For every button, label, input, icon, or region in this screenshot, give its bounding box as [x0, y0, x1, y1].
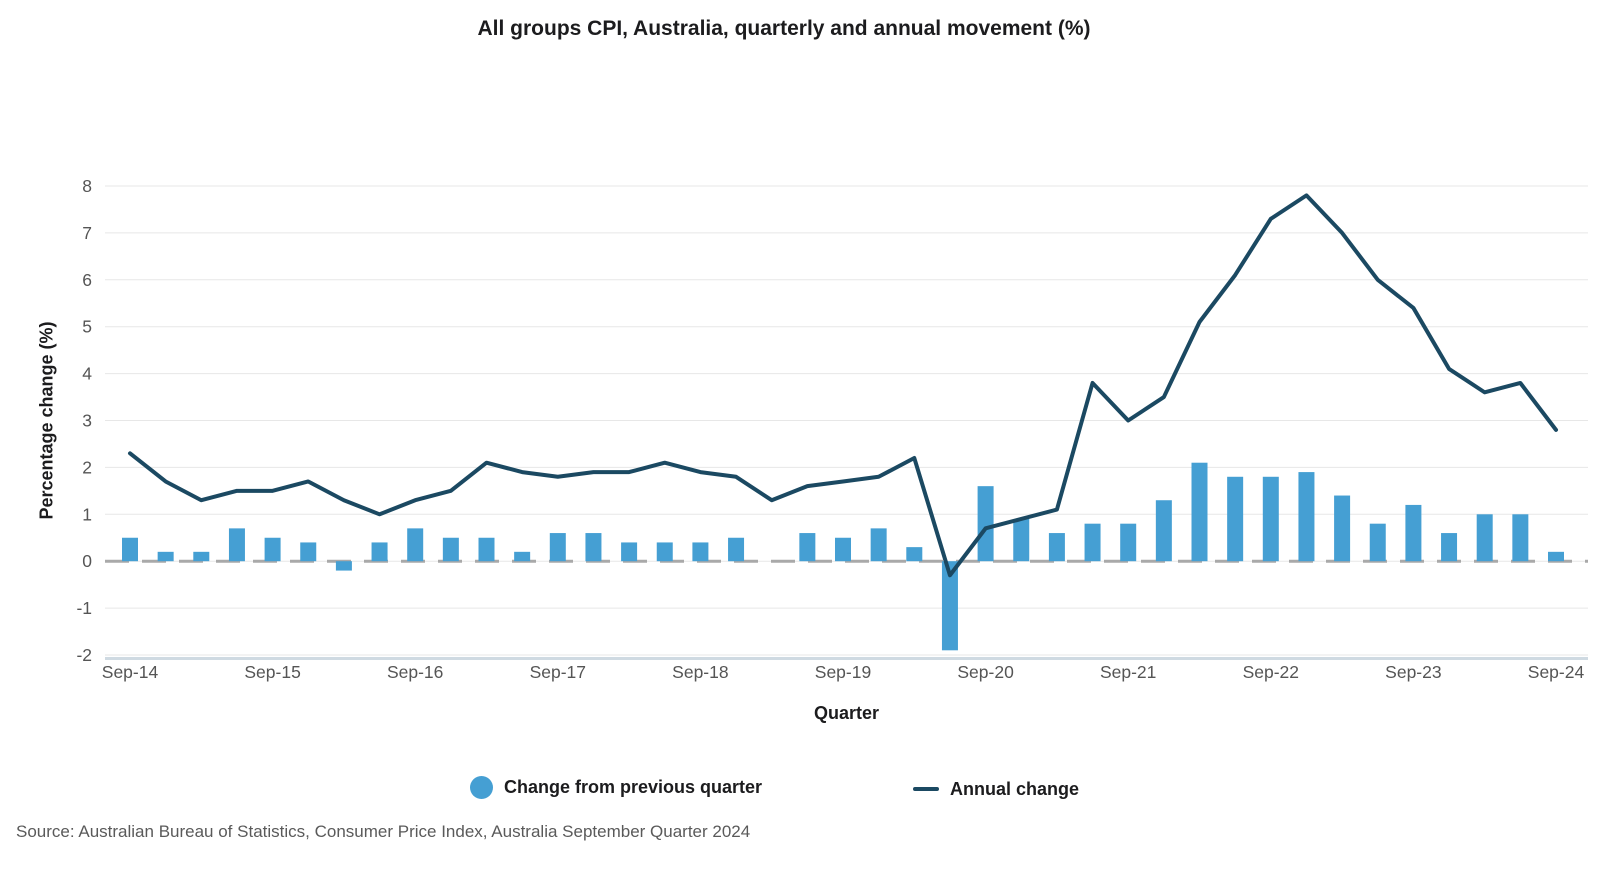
svg-text:0: 0	[82, 551, 92, 571]
quarterly-change-bars	[122, 462, 1564, 651]
svg-text:-2: -2	[76, 645, 92, 665]
gridlines	[105, 185, 1588, 660]
svg-text:8: 8	[82, 176, 92, 196]
svg-text:Sep-24: Sep-24	[1528, 662, 1585, 682]
legend-label-quarterly-change: Change from previous quarter	[504, 776, 763, 797]
source-attribution: Source: Australian Bureau of Statistics,…	[16, 822, 751, 841]
svg-text:Sep-22: Sep-22	[1243, 662, 1299, 682]
svg-text:Sep-20: Sep-20	[957, 662, 1014, 682]
svg-text:Sep-21: Sep-21	[1100, 662, 1156, 682]
svg-text:2: 2	[82, 457, 92, 477]
legend-item-quarterly-change[interactable]: Change from previous quarter	[470, 775, 762, 799]
legend-item-annual-change[interactable]: Annual change	[913, 777, 1079, 801]
svg-text:6: 6	[82, 270, 92, 290]
annual-change-legend-line-icon	[913, 787, 939, 791]
svg-text:Sep-15: Sep-15	[244, 662, 300, 682]
svg-text:Sep-19: Sep-19	[815, 662, 871, 682]
svg-text:7: 7	[82, 223, 92, 243]
svg-text:Sep-18: Sep-18	[672, 662, 728, 682]
svg-text:Sep-14: Sep-14	[102, 662, 159, 682]
y-axis-tick-labels: -2 -1 0 1 2 3 4 5 6 7 8	[76, 176, 92, 665]
x-axis-tick-labels: Sep-14 Sep-15 Sep-16 Sep-17 Sep-18 Sep-19 Sep-…	[102, 662, 1585, 682]
svg-text:4: 4	[82, 364, 92, 384]
svg-text:3: 3	[82, 411, 92, 431]
chart-title: All groups CPI, Australia, quarterly and…	[477, 17, 1091, 40]
svg-text:Sep-23: Sep-23	[1385, 662, 1441, 682]
svg-text:-1: -1	[76, 598, 92, 618]
legend-label-annual-change: Annual change	[950, 778, 1080, 799]
svg-text:5: 5	[82, 317, 92, 337]
svg-text:Sep-17: Sep-17	[530, 662, 586, 682]
quarterly-change-legend-circle-icon	[470, 775, 493, 799]
annual-change-line	[128, 193, 1558, 578]
svg-text:Sep-16: Sep-16	[387, 662, 443, 682]
x-axis-title: Quarter	[813, 703, 880, 723]
svg-text:1: 1	[82, 504, 92, 524]
